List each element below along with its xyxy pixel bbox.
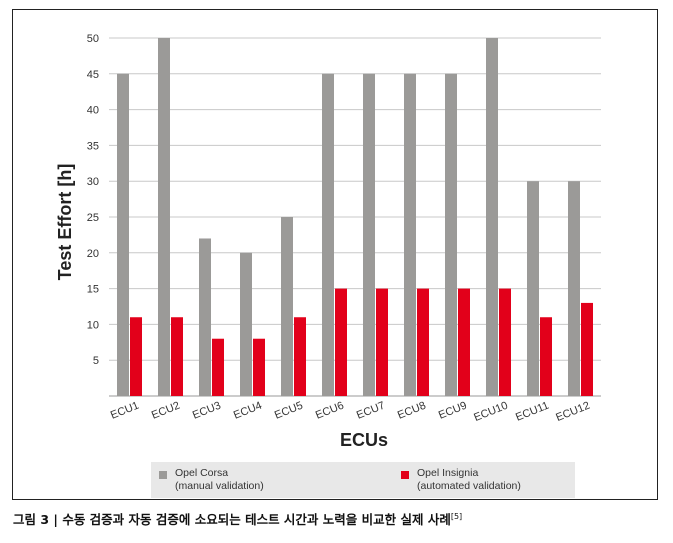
legend-item-automated: Opel Insignia (automated validation) xyxy=(401,467,521,493)
bar-manual-ecu8 xyxy=(404,73,416,397)
bar-manual-ecu3 xyxy=(199,238,211,396)
bar-automated-ecu4 xyxy=(253,338,265,396)
legend-label-manual: Opel Corsa (manual validation) xyxy=(175,467,264,492)
y-tick-label: 40 xyxy=(87,105,99,117)
bar-automated-ecu9 xyxy=(458,288,470,396)
y-tick-label: 15 xyxy=(87,284,99,296)
y-tick-label: 30 xyxy=(87,176,99,188)
legend-item-manual: Opel Corsa (manual validation) xyxy=(159,467,264,493)
x-tick-label: ECU1 xyxy=(109,400,141,422)
bar-manual-ecu7 xyxy=(363,73,375,397)
x-tick-label: ECU2 xyxy=(150,400,182,422)
bar-manual-ecu6 xyxy=(322,73,334,397)
x-tick-label: ECU3 xyxy=(191,400,223,422)
bar-automated-ecu2 xyxy=(171,317,183,396)
bar-manual-ecu5 xyxy=(281,217,293,396)
x-tick-label: ECU11 xyxy=(514,400,551,424)
bar-automated-ecu10 xyxy=(499,288,511,396)
bar-automated-ecu11 xyxy=(540,317,552,396)
figure-caption: 그림 3 | 수동 검증과 자동 검증에 소요되는 테스트 시간과 노력을 비교… xyxy=(13,509,462,528)
y-tick-label: 35 xyxy=(87,140,99,152)
bar-automated-ecu7 xyxy=(376,288,388,396)
x-axis-label: ECUs xyxy=(340,430,388,450)
bar-manual-ecu11 xyxy=(527,181,539,396)
figure-frame: 5 10 15 20 25 30 35 40 45 50 ECU1 ECU2 ECU3 ECU4 ECU5… xyxy=(12,9,658,500)
bar-manual-ecu4 xyxy=(240,252,252,396)
y-axis-label: Test Effort [h] xyxy=(55,164,75,281)
legend-swatch-manual xyxy=(159,471,167,479)
bar-automated-ecu8 xyxy=(417,288,429,396)
bar-manual-ecu2 xyxy=(158,38,170,396)
x-tick-label: ECU7 xyxy=(355,400,387,422)
x-tick-label: ECU6 xyxy=(314,400,346,422)
grid-lines xyxy=(109,37,601,397)
y-tick-label: 50 xyxy=(87,33,99,45)
caption-text: 그림 3 | 수동 검증과 자동 검증에 소요되는 테스트 시간과 노력을 비교… xyxy=(13,512,451,527)
bar-automated-ecu3 xyxy=(212,338,224,396)
x-tick-label: ECU9 xyxy=(437,400,469,422)
x-tick-label: ECU8 xyxy=(396,400,428,422)
bar-chart: 5 10 15 20 25 30 35 40 45 50 ECU1 ECU2 ECU3 ECU4 ECU5… xyxy=(55,33,601,450)
y-tick-label: 20 xyxy=(87,248,99,260)
x-tick-label: ECU5 xyxy=(273,400,305,422)
bars xyxy=(117,38,593,397)
legend: Opel Corsa (manual validation) Opel Insi… xyxy=(151,462,575,498)
bar-automated-ecu5 xyxy=(294,317,306,396)
caption-ref: [5] xyxy=(450,511,463,521)
bar-automated-ecu6 xyxy=(335,288,347,396)
bar-automated-ecu1 xyxy=(130,317,142,396)
x-tick-label: ECU10 xyxy=(472,400,509,424)
legend-label-automated: Opel Insignia (automated validation) xyxy=(417,467,521,492)
x-tick-label: ECU12 xyxy=(554,400,591,424)
bar-manual-ecu10 xyxy=(486,38,498,396)
y-tick-label: 5 xyxy=(93,355,99,367)
y-tick-label: 45 xyxy=(87,69,99,81)
x-tick-labels: ECU1 ECU2 ECU3 ECU4 ECU5 ECU6 ECU7 ECU8 ECU9 ECU1… xyxy=(109,400,592,424)
y-tick-labels: 5 10 15 20 25 30 35 40 45 50 xyxy=(87,33,99,367)
y-tick-label: 10 xyxy=(87,319,99,331)
legend-swatch-automated xyxy=(401,471,409,479)
bar-manual-ecu9 xyxy=(445,73,457,397)
bar-manual-ecu1 xyxy=(117,73,129,397)
bar-automated-ecu12 xyxy=(581,302,593,396)
y-tick-label: 25 xyxy=(87,212,99,224)
x-tick-label: ECU4 xyxy=(232,400,264,422)
bar-manual-ecu12 xyxy=(568,181,580,396)
